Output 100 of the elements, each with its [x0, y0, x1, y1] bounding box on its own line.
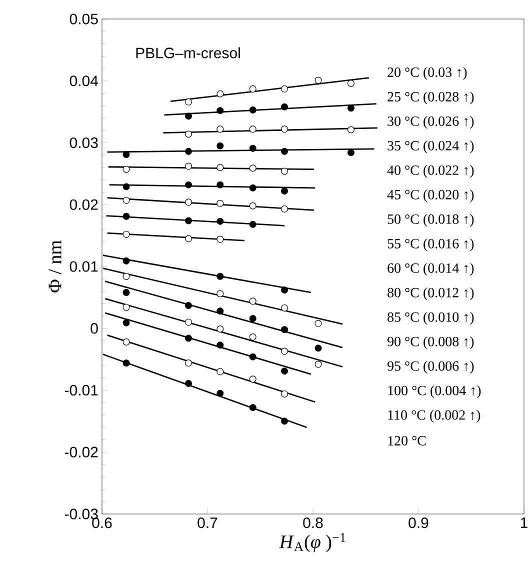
point [185, 148, 192, 155]
point [185, 217, 192, 224]
y-tick-label: 0 [90, 323, 98, 334]
point [216, 325, 224, 332]
point [249, 220, 256, 228]
y-tick-label: 0.02 [70, 199, 98, 210]
point [281, 148, 288, 155]
text: 120 °C [388, 436, 426, 446]
text: 35 °C (0.024 ↑) [388, 140, 474, 154]
y-tick-label: 0.01 [70, 261, 98, 272]
point [185, 198, 192, 206]
point [122, 183, 130, 190]
point [216, 164, 224, 172]
point [249, 164, 256, 172]
point [281, 326, 288, 334]
point [216, 90, 224, 98]
x-tick-label: 0.6 [92, 518, 112, 528]
text: 110 °C (0.002 ↑) [388, 410, 480, 423]
text: 80 °C (0.012 ↑) [388, 287, 474, 300]
point [216, 200, 224, 207]
point [216, 390, 224, 397]
point [281, 205, 288, 212]
point [185, 360, 192, 367]
point [281, 85, 288, 92]
point [314, 344, 322, 352]
point [122, 230, 130, 238]
x-tick-label: 0.7 [198, 518, 218, 528]
text: 90 °C (0.008 ↑) [387, 336, 474, 350]
y-tick-label: -0.03 [64, 508, 98, 520]
point [122, 257, 130, 264]
point [249, 334, 256, 341]
x-tick-label: 1 [520, 518, 528, 528]
point [216, 308, 224, 315]
point [281, 103, 288, 110]
text: 20 °C (0.03 ↑) [388, 67, 467, 80]
point [314, 360, 322, 368]
point [347, 149, 354, 156]
point [185, 181, 192, 188]
point [249, 353, 256, 360]
point [281, 304, 288, 312]
point [314, 320, 322, 327]
point [281, 390, 288, 398]
point [122, 166, 130, 173]
x-axis-title: H$_{A}$(φ )$^{−1}$ [279, 533, 346, 552]
point [185, 162, 192, 170]
text: 95 °C (0.006 ↑) [387, 360, 474, 374]
text: 30 °C (0.026 ↑) [388, 116, 474, 129]
point [249, 202, 256, 210]
point [122, 212, 130, 220]
text: 45 °C (0.020 ↑) [387, 190, 474, 202]
point [281, 188, 288, 195]
point [122, 196, 130, 204]
point [122, 151, 130, 158]
point [185, 98, 192, 106]
text: 100 °C (0.004 ↑) [388, 385, 481, 398]
point [249, 126, 256, 133]
point [122, 360, 130, 367]
text: 25 °C (0.028 ↑) [388, 92, 474, 104]
y-tick-label: -0.01 [64, 384, 98, 396]
point [185, 302, 192, 309]
text: 60 °C (0.014 ↑) [388, 262, 474, 276]
point [185, 318, 192, 326]
point [185, 334, 192, 342]
point [216, 126, 224, 133]
point [281, 286, 288, 294]
point [249, 298, 256, 305]
point [249, 106, 256, 114]
point [216, 368, 224, 376]
point [216, 290, 224, 298]
point [216, 218, 224, 225]
point [216, 181, 224, 188]
point [122, 338, 130, 346]
point [249, 144, 256, 152]
point [281, 348, 288, 355]
point [347, 104, 354, 112]
point [122, 304, 130, 311]
y-tick-label: -0.02 [64, 446, 98, 458]
point [281, 418, 288, 425]
point [216, 107, 224, 114]
point [122, 288, 130, 296]
point [347, 80, 354, 87]
point [185, 130, 192, 138]
point [249, 85, 256, 92]
point [314, 76, 322, 84]
point [249, 404, 256, 412]
point [281, 126, 288, 133]
point [249, 314, 256, 322]
point [347, 126, 354, 134]
annotation: PBLG–m-cresol [136, 47, 240, 58]
point [281, 168, 288, 175]
x-tick-label: 0.9 [408, 518, 428, 528]
text: 85 °C (0.010 ↑) [388, 312, 474, 325]
y-tick-label: 0.05 [70, 14, 98, 24]
point [122, 272, 130, 280]
point [216, 142, 224, 150]
y-tick-label: 0.04 [70, 76, 98, 86]
point [185, 235, 192, 242]
point [185, 380, 192, 387]
text: 50 °C (0.018 ↑) [388, 214, 474, 227]
x-tick-label: 0.8 [303, 518, 323, 528]
